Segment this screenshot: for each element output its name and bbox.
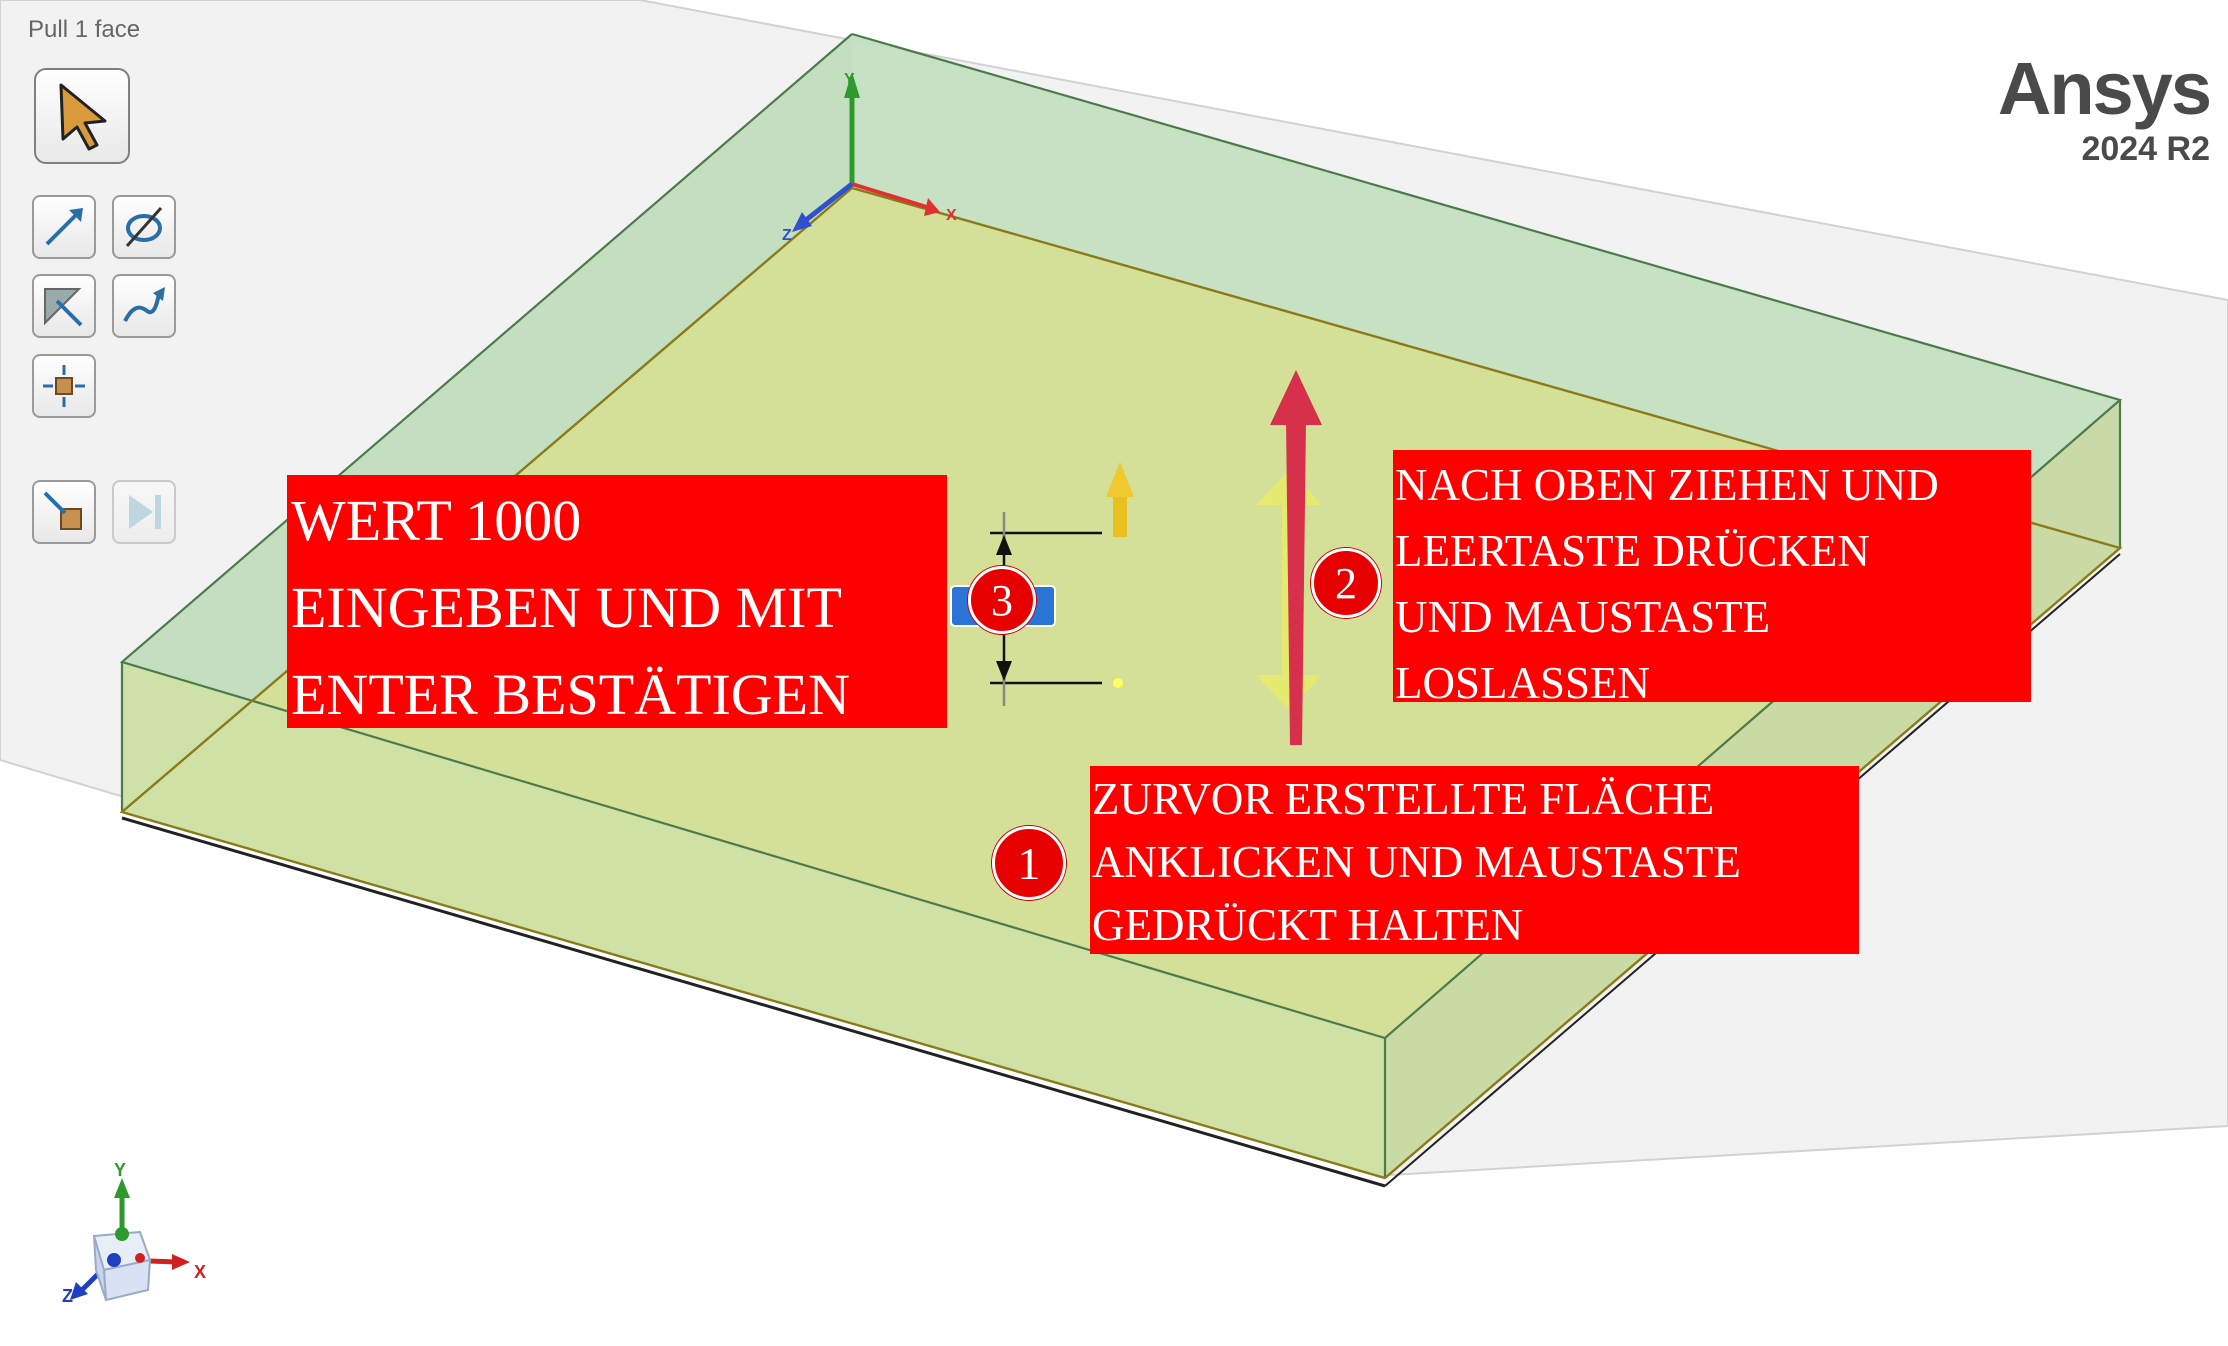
global-triad bbox=[70, 1178, 190, 1302]
local-triad bbox=[792, 72, 940, 232]
up-to-icon bbox=[44, 288, 83, 327]
box-edges bbox=[119, 32, 2123, 1178]
callout-line: NACH OBEN ZIEHEN UND bbox=[1395, 460, 1939, 510]
tool-status-label: Pull 1 face bbox=[28, 16, 141, 43]
brand-version: 2024 R2 bbox=[2081, 130, 2210, 168]
local-axis-x-label: X bbox=[946, 207, 957, 224]
callout-line: GEDRÜCKT HALTEN bbox=[1092, 900, 1524, 950]
select-tool-button[interactable] bbox=[34, 68, 130, 164]
callout-line: UND MAUSTASTE bbox=[1395, 592, 1771, 642]
global-axis-y-label: Y bbox=[114, 1160, 126, 1180]
callout-line: LOSLASSEN bbox=[1395, 658, 1651, 708]
pull-direction-icon bbox=[45, 208, 83, 246]
revolve-tool-button[interactable] bbox=[112, 195, 176, 259]
select-arrow-icon bbox=[59, 83, 107, 151]
up-to-tool-button[interactable] bbox=[32, 274, 96, 338]
finish-icon bbox=[129, 495, 161, 529]
global-axis-x-label: X bbox=[194, 1262, 206, 1282]
callout-line: LEERTASTE DRÜCKEN bbox=[1395, 526, 1870, 576]
slab-bottom-edge bbox=[121, 816, 1386, 1188]
step-badge-2: 2 bbox=[1311, 548, 1381, 618]
callout-line: ANKLICKEN UND MAUSTASTE bbox=[1092, 837, 1741, 887]
pivot-box-icon bbox=[43, 365, 85, 407]
finish-tool-button[interactable] bbox=[112, 480, 176, 544]
callout-step-3: WERT 1000 EINGEBEN UND MIT ENTER BESTÄTI… bbox=[287, 475, 947, 728]
ansys-logo: Ansys 2024 R2 bbox=[1997, 47, 2212, 169]
complete-tool-button[interactable] bbox=[32, 480, 96, 544]
dimension-arrow-top bbox=[996, 535, 1012, 555]
select-direction-tool-button[interactable] bbox=[32, 195, 96, 259]
brand-name: Ansys bbox=[1997, 47, 2212, 130]
box-top-face bbox=[852, 34, 2120, 548]
step-badge-3: 3 bbox=[968, 566, 1036, 634]
callout-step-2: NACH OBEN ZIEHEN UND LEERTASTE DRÜCKEN U… bbox=[1393, 450, 2031, 708]
local-axis-z-label: Z bbox=[782, 227, 792, 244]
drag-direction-arrow bbox=[1270, 370, 1322, 745]
global-axis-z-label: Z bbox=[62, 1286, 73, 1306]
complete-icon bbox=[43, 491, 82, 530]
callout-line: ENTER BESTÄTIGEN bbox=[291, 662, 850, 727]
step-badge-1: 1 bbox=[992, 826, 1066, 900]
anchor-point bbox=[1113, 678, 1123, 688]
callout-line: EINGEBEN UND MIT bbox=[291, 575, 842, 640]
revolve-icon bbox=[125, 206, 163, 248]
callout-step-1: ZURVOR ERSTELLTE FLÄCHE ANKLICKEN UND MA… bbox=[1090, 766, 1859, 954]
pull-arrow-handle[interactable] bbox=[1106, 462, 1134, 537]
sweep-icon bbox=[123, 287, 165, 322]
sweep-tool-button[interactable] bbox=[112, 274, 176, 338]
local-axis-y-label: Y bbox=[844, 71, 855, 88]
callout-line: ZURVOR ERSTELLTE FLÄCHE bbox=[1092, 774, 1715, 824]
dimension-arrow-bottom bbox=[996, 661, 1012, 681]
box-front-left-face bbox=[122, 662, 1385, 1178]
pivot-tool-button[interactable] bbox=[32, 354, 96, 418]
callout-line: WERT 1000 bbox=[291, 488, 582, 553]
